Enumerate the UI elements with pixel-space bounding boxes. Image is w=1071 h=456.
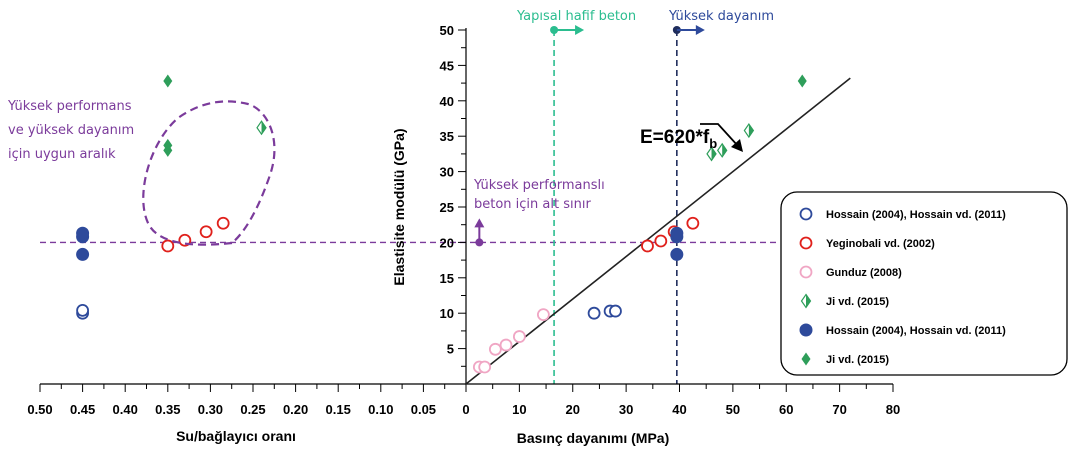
legend-marker-ji_open [800, 293, 812, 309]
legend-box [780, 191, 1068, 376]
point-ji_open [716, 142, 728, 158]
right-x-tick-label: 70 [832, 402, 846, 417]
fit-line-arrowhead [731, 139, 743, 152]
point-ji_filled [797, 74, 807, 88]
point-ji_open-fill [722, 143, 727, 157]
guide-lines [40, 30, 780, 384]
point-gunduz [536, 308, 550, 322]
point-yeginobali [686, 216, 700, 230]
legend-marker-yeginobali [799, 236, 813, 250]
legend-label-ji_filled: Ji vd. (2015) [826, 354, 889, 366]
point-ji_open-fill [748, 124, 754, 138]
point-yeginobali [216, 216, 230, 230]
point-gunduz [512, 330, 526, 343]
hafif-label: Yapısal hafif beton [516, 9, 636, 24]
y-tick-label: 20 [440, 235, 454, 250]
point-ji_filled [163, 74, 173, 88]
hafif-arrowhead [575, 25, 585, 35]
left-x-tick-label: 0.50 [27, 402, 52, 417]
right-x-axis-title: Basınç dayanımı (MPa) [517, 430, 670, 446]
point-ji_filled [163, 138, 173, 152]
right-x-tick-label: 10 [512, 402, 526, 417]
legend-marker-hossain_filled [799, 323, 813, 337]
right-x-tick-label: 30 [619, 402, 633, 417]
left-x-tick-label: 0.45 [70, 402, 95, 417]
right-x-tick-label: 50 [726, 402, 740, 417]
region-label-line: Yüksek performans [7, 99, 132, 114]
point-yeginobali [199, 225, 213, 239]
point-yeginobali [161, 239, 175, 253]
left-x-tick-label: 0.30 [198, 402, 223, 417]
left-x-tick-label: 0 [462, 402, 469, 417]
right-x-tick-label: 60 [779, 402, 793, 417]
y-tick-label: 5 [447, 342, 454, 357]
right-x-tick-label: 80 [886, 402, 900, 417]
point-hossain_filled [76, 226, 90, 240]
point-hossain_open [609, 304, 622, 318]
point-ji_open [256, 120, 267, 136]
fit-line [465, 77, 851, 385]
y-tick-label: 40 [440, 94, 454, 109]
legend-label-hossain_open: Hossain (2004), Hossain vd. (2011) [826, 209, 1006, 221]
performans-label-line: beton için alt sınır [474, 197, 591, 212]
point-gunduz [499, 338, 513, 352]
region-outline [142, 100, 276, 246]
y-tick-label: 35 [440, 129, 454, 144]
point-hossain_filled [670, 226, 684, 240]
legend-label-gunduz: Gunduz (2008) [826, 267, 902, 279]
y-axis-title: Elastisite modülü (GPa) [391, 128, 407, 285]
left-x-tick-label: 0.15 [326, 402, 351, 417]
point-ji_open-fill [711, 147, 717, 161]
y-tick-label: 15 [440, 271, 454, 286]
performans-arrowhead [474, 218, 485, 228]
data-marks [76, 74, 851, 385]
left-x-axis-title: Su/bağlayıcı oranı [176, 428, 296, 444]
point-yeginobali [654, 234, 668, 248]
point-gunduz [488, 342, 502, 356]
left-x-tick-label: 0.20 [283, 402, 308, 417]
legend-label-ji_open: Ji vd. (2015) [826, 296, 889, 308]
region-label-line: için uygun aralık [8, 147, 116, 162]
left-x-tick-label: 0.25 [240, 402, 265, 417]
left-x-tick-label: 0.10 [368, 402, 393, 417]
legend-label-hossain_filled: Hossain (2004), Hossain vd. (2011) [826, 325, 1006, 337]
annotations: E=620*fb Yüksek performans ve yüksek dayan… [7, 9, 774, 247]
y-tick-label: 50 [440, 23, 454, 38]
right-x-tick-label: 20 [566, 402, 580, 417]
legend-marker-ji_open-fill [806, 294, 811, 308]
y-tick-label: 30 [440, 165, 454, 180]
point-hossain_open [587, 306, 601, 320]
point-gunduz [478, 360, 492, 374]
point-yeginobali [641, 239, 654, 253]
point-ji_open [706, 146, 717, 162]
right-x-tick-label: 40 [672, 402, 686, 417]
point-hossain_filled [76, 247, 90, 261]
left-x-tick-label: 0.05 [411, 402, 436, 417]
dayanim-label: Yüksek dayanım [668, 9, 774, 24]
point-ji_open-fill [261, 121, 267, 135]
dayanim-arrowhead [695, 25, 705, 35]
y-tick-label: 45 [440, 58, 454, 73]
legend-marker-hossain_open [799, 207, 813, 221]
performans-label-line: Yüksek performanslı [473, 178, 605, 193]
left-x-tick-label: 0.35 [155, 402, 180, 417]
y-tick-label: 10 [440, 306, 454, 321]
legend-marker-gunduz [799, 265, 813, 279]
legend: Hossain (2004), Hossain vd. (2011) Yegino… [780, 191, 1068, 376]
legend-marker-ji_filled [801, 352, 811, 366]
y-tick-label: 25 [440, 200, 454, 215]
fit-line-label: E=620*fb [640, 127, 717, 151]
fit-line-arrow [700, 123, 739, 147]
point-ji_open [743, 122, 755, 139]
left-x-tick-label: 0.40 [113, 402, 138, 417]
point-hossain_open [76, 303, 89, 317]
region-label-line: ve yüksek dayanım [8, 123, 134, 138]
axes: 0.50 0.45 0.40 0.35 0.30 0.25 0.20 0.15 0.10 0.05… [27, 23, 900, 446]
legend-label-yeginobali: Yeginobali vd. (2002) [826, 238, 935, 250]
point-hossain_filled [670, 247, 684, 261]
